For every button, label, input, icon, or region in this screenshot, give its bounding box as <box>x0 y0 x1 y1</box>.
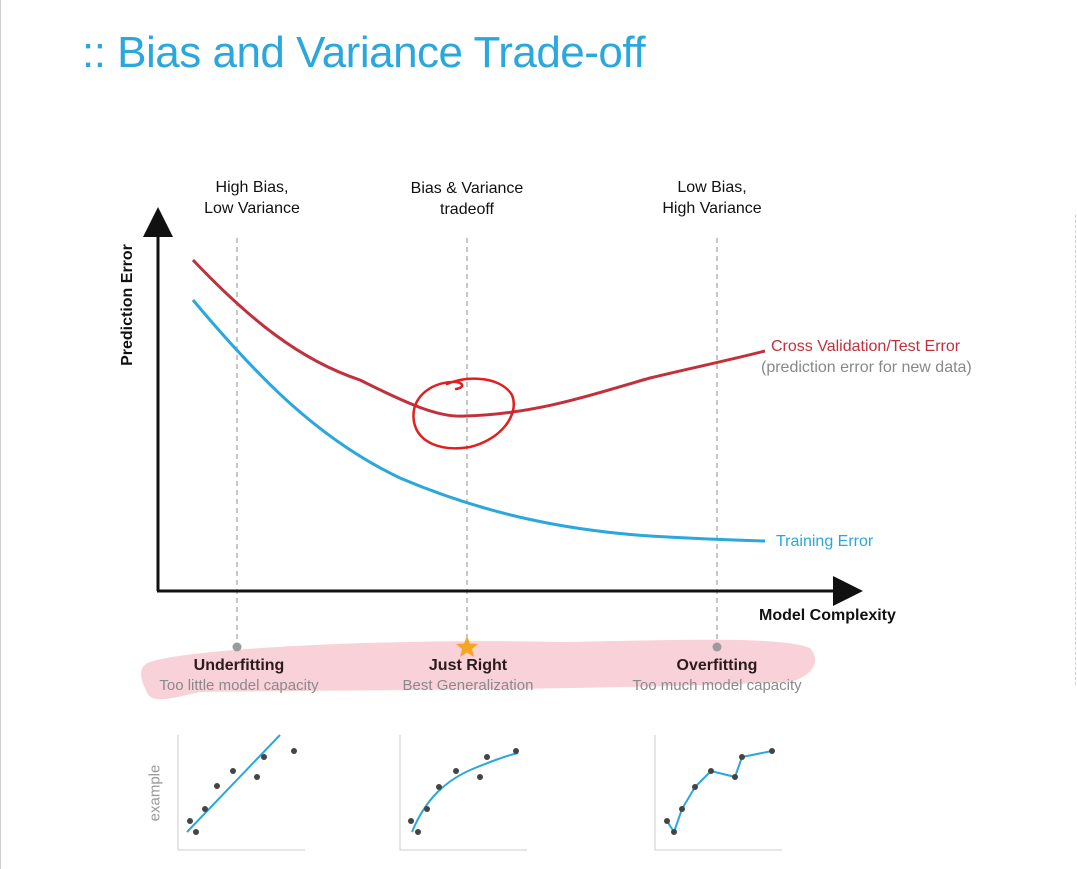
example-axes <box>399 735 527 851</box>
example-fit-polyline <box>666 750 773 835</box>
example-point <box>408 818 414 824</box>
example-plot-underfitting <box>177 734 305 851</box>
example-fit-line <box>186 734 281 833</box>
example-point <box>254 774 260 780</box>
header-tradeoff: Bias & Variance tradeoff <box>411 178 524 220</box>
example-point <box>261 754 267 760</box>
example-point <box>453 768 459 774</box>
example-axes <box>177 735 305 851</box>
example-label: example <box>146 764 164 822</box>
overfitting-marker <box>712 642 722 652</box>
page-right-divider <box>1075 215 1076 685</box>
training-error-label: Training Error <box>776 533 874 550</box>
header-tradeoff-line1: Bias & Variance <box>410 180 524 197</box>
example-point <box>415 829 421 835</box>
example-point <box>214 783 220 789</box>
example-point <box>679 806 685 812</box>
header-high-bias-line2: Low Variance <box>204 200 300 217</box>
annotation-circle <box>412 377 515 450</box>
example-point <box>230 768 236 774</box>
header-tradeoff-line2: tradeoff <box>440 201 494 218</box>
test-error-label: Cross Validation/Test Error <box>771 338 961 355</box>
page-left-border <box>0 0 1 869</box>
example-point <box>732 774 738 780</box>
header-low-bias: Low Bias, High Variance <box>662 177 761 219</box>
regime-overfitting-name: Overfitting <box>676 657 758 674</box>
example-point <box>193 829 199 835</box>
example-point <box>477 774 483 780</box>
header-high-bias: High Bias, Low Variance <box>204 177 300 219</box>
example-point <box>692 784 698 790</box>
header-low-bias-line1: Low Bias, <box>677 179 747 196</box>
example-point <box>513 748 519 754</box>
regime-just-right: Just Right Best Generalization <box>403 656 534 695</box>
example-point <box>671 829 677 835</box>
regime-underfitting-name: Underfitting <box>193 657 285 674</box>
example-point <box>708 768 714 774</box>
header-high-bias-line1: High Bias, <box>215 179 289 196</box>
example-point <box>187 818 193 824</box>
x-axis-label: Model Complexity <box>759 607 896 624</box>
example-plot-just-right <box>399 735 527 851</box>
example-axes <box>654 735 782 851</box>
example-fit-curve <box>411 752 519 833</box>
regime-underfitting: Underfitting Too little model capacity <box>159 656 318 695</box>
regime-overfitting-desc: Too much model capacity <box>632 677 802 694</box>
example-point <box>291 748 297 754</box>
test-error-sublabel: (prediction error for new data) <box>761 359 972 376</box>
star-icon <box>456 636 478 657</box>
example-point <box>484 754 490 760</box>
slide-title: :: Bias and Variance Trade-off <box>82 28 646 77</box>
example-point <box>202 806 208 812</box>
example-point <box>436 784 442 790</box>
example-plot-overfitting <box>654 735 782 851</box>
example-point <box>424 806 430 812</box>
pink-highlight-stroke <box>141 639 816 700</box>
y-axis-label: Prediction Error <box>119 244 136 366</box>
training-error-curve <box>191 299 766 543</box>
regime-underfitting-desc: Too little model capacity <box>159 677 319 694</box>
example-point <box>739 754 745 760</box>
underfitting-marker <box>232 642 242 652</box>
test-error-curve <box>191 258 766 418</box>
regime-just-right-desc: Best Generalization <box>402 677 534 694</box>
regime-overfitting: Overfitting Too much model capacity <box>632 656 801 695</box>
header-low-bias-line2: High Variance <box>662 200 762 217</box>
example-point <box>664 818 670 824</box>
example-point <box>769 748 775 754</box>
regime-just-right-name: Just Right <box>428 657 508 674</box>
